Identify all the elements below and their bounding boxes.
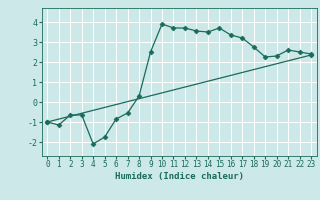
X-axis label: Humidex (Indice chaleur): Humidex (Indice chaleur) — [115, 172, 244, 181]
